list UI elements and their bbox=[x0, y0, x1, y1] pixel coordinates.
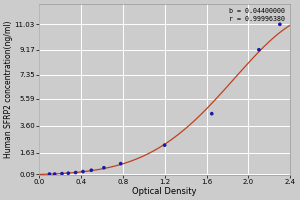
Point bbox=[60, 172, 64, 175]
Point bbox=[256, 48, 261, 51]
Point bbox=[66, 172, 71, 175]
Point bbox=[101, 166, 106, 169]
Point bbox=[81, 170, 85, 173]
Point bbox=[118, 162, 123, 165]
Point bbox=[162, 144, 167, 147]
Text: b = 0.04400000
r = 0.99996380: b = 0.04400000 r = 0.99996380 bbox=[229, 8, 285, 22]
X-axis label: Optical Density: Optical Density bbox=[132, 187, 197, 196]
Y-axis label: Human SFRP2 concentration(ng/ml): Human SFRP2 concentration(ng/ml) bbox=[4, 21, 13, 158]
Point bbox=[52, 172, 57, 176]
Point bbox=[73, 171, 78, 174]
Point bbox=[278, 23, 282, 26]
Point bbox=[209, 112, 214, 115]
Point bbox=[89, 169, 94, 172]
Point bbox=[47, 172, 52, 176]
